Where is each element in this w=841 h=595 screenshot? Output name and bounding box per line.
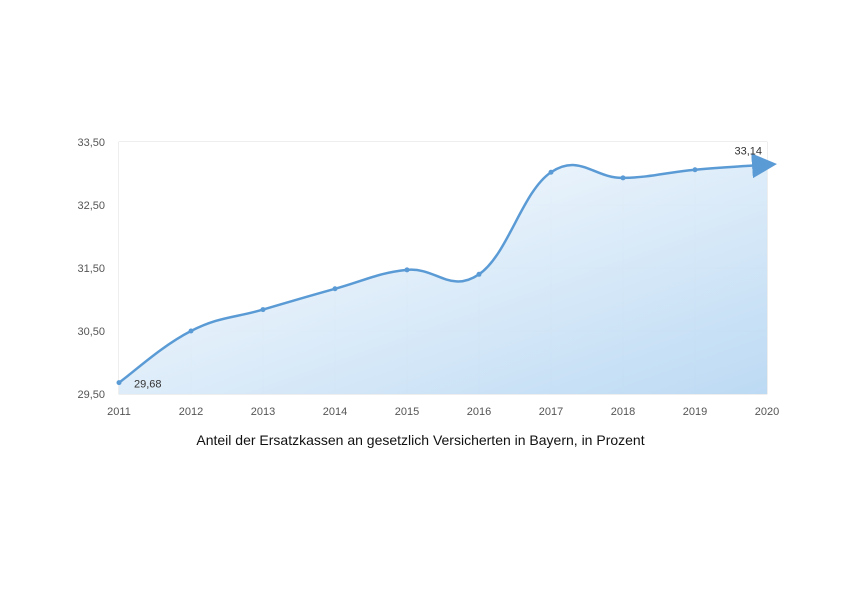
y-tick-label: 31,50 bbox=[77, 263, 105, 275]
data-point bbox=[116, 380, 122, 386]
data-points bbox=[116, 162, 770, 386]
y-tick-label: 29,50 bbox=[77, 389, 105, 401]
data-point bbox=[260, 307, 266, 313]
x-tick-label: 2016 bbox=[467, 406, 491, 418]
x-tick-label: 2012 bbox=[179, 406, 203, 418]
x-tick-label: 2011 bbox=[107, 406, 131, 418]
data-point bbox=[332, 286, 338, 292]
data-label: 29,68 bbox=[134, 379, 162, 391]
x-tick-label: 2020 bbox=[755, 406, 779, 418]
series-line-path bbox=[118, 153, 777, 384]
data-label: 33,14 bbox=[734, 146, 762, 158]
x-tick-label: 2014 bbox=[323, 406, 347, 418]
data-point bbox=[620, 175, 626, 181]
x-tick-label: 2019 bbox=[683, 406, 707, 418]
x-axis-ticks: 2011 2012 2013 2014 2015 2016 2017 2018 2019 2020 bbox=[107, 406, 779, 418]
data-labels: 29,68 33,14 bbox=[134, 146, 762, 391]
data-point bbox=[404, 267, 410, 273]
x-tick-label: 2018 bbox=[611, 406, 635, 418]
x-tick-label: 2013 bbox=[251, 406, 275, 418]
data-point bbox=[188, 328, 194, 334]
chart-title: Anteil der Ersatzkassen an gesetzlich Ve… bbox=[196, 432, 645, 448]
y-tick-label: 33,50 bbox=[77, 137, 105, 149]
data-point bbox=[692, 167, 698, 173]
y-axis-ticks: 29,50 30,50 31,50 32,50 33,50 bbox=[77, 137, 105, 401]
area-mask bbox=[119, 142, 767, 383]
data-point bbox=[764, 162, 770, 168]
data-point bbox=[548, 169, 554, 175]
series-line bbox=[118, 153, 777, 384]
y-tick-label: 32,50 bbox=[77, 200, 105, 212]
data-point bbox=[476, 271, 482, 277]
x-tick-label: 2017 bbox=[539, 406, 563, 418]
area-fill bbox=[119, 142, 767, 394]
y-tick-label: 30,50 bbox=[77, 326, 105, 338]
x-tick-label: 2015 bbox=[395, 406, 419, 418]
